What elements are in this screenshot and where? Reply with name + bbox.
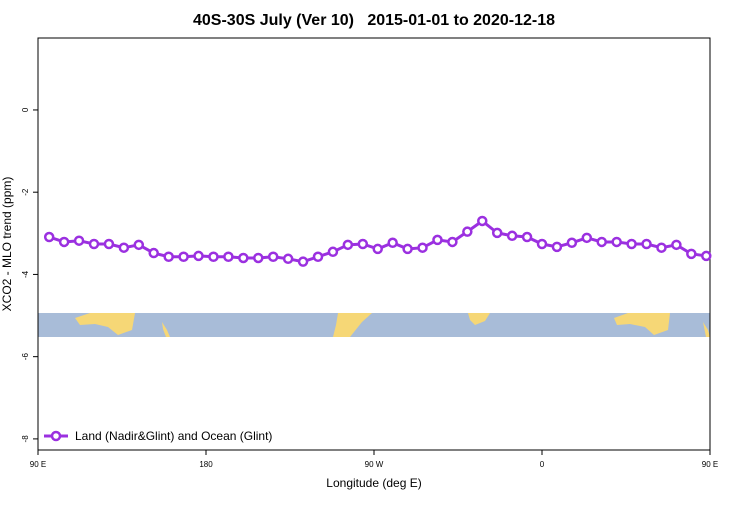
point xyxy=(656,242,667,253)
point xyxy=(521,231,533,243)
point xyxy=(208,251,219,262)
point xyxy=(282,253,294,265)
series-line xyxy=(48,219,707,264)
legend-label: Land (Nadir&Glint) and Ocean (Glint) xyxy=(75,429,272,443)
point xyxy=(551,241,563,253)
point xyxy=(312,251,324,262)
point xyxy=(671,239,682,251)
point xyxy=(626,238,637,250)
y-tick-label: -2 xyxy=(21,188,30,196)
point xyxy=(402,243,413,255)
point xyxy=(327,246,339,258)
point xyxy=(611,236,622,248)
point xyxy=(223,251,234,262)
point xyxy=(73,235,85,246)
y-tick-label: -8 xyxy=(21,435,30,443)
chart-title: 40S-30S July (Ver 10) 2015-01-01 to 2020… xyxy=(193,12,555,29)
x-tick-label: 90 E xyxy=(30,460,46,469)
point xyxy=(581,232,593,244)
map-strip xyxy=(38,313,710,337)
point xyxy=(506,230,518,242)
point xyxy=(267,251,279,262)
point xyxy=(148,247,159,259)
point xyxy=(447,236,458,248)
point xyxy=(88,238,100,250)
point xyxy=(103,238,115,250)
point xyxy=(432,234,443,246)
y-tick-label: -6 xyxy=(21,353,30,361)
point xyxy=(178,251,189,262)
y-tick-label: -4 xyxy=(21,270,30,278)
x-tick-label: 90 E xyxy=(702,460,718,469)
point xyxy=(641,238,652,250)
point xyxy=(417,242,428,253)
point xyxy=(477,215,488,227)
point xyxy=(566,237,578,249)
point xyxy=(58,236,70,248)
x-axis-label: Longitude (deg E) xyxy=(326,476,421,490)
point xyxy=(193,250,204,262)
x-tick-label: 0 xyxy=(540,460,545,469)
point xyxy=(686,248,697,260)
y-axis-label: XCO2 - MLO trend (ppm) xyxy=(0,177,14,312)
x-tick-label: 90 W xyxy=(365,460,384,469)
point xyxy=(357,238,369,250)
point xyxy=(342,239,354,251)
point xyxy=(43,231,55,243)
point xyxy=(701,250,712,262)
legend-marker xyxy=(50,430,62,442)
x-tick-label: 180 xyxy=(199,460,213,469)
point xyxy=(462,226,473,237)
point xyxy=(491,227,503,239)
point xyxy=(297,256,309,267)
point xyxy=(253,252,264,264)
point xyxy=(387,237,398,249)
point xyxy=(133,239,145,251)
point xyxy=(372,243,383,255)
point xyxy=(118,242,130,253)
point xyxy=(536,238,548,250)
point xyxy=(596,236,607,248)
point xyxy=(238,252,249,264)
y-tick-label: 0 xyxy=(21,107,30,112)
point xyxy=(163,251,174,262)
